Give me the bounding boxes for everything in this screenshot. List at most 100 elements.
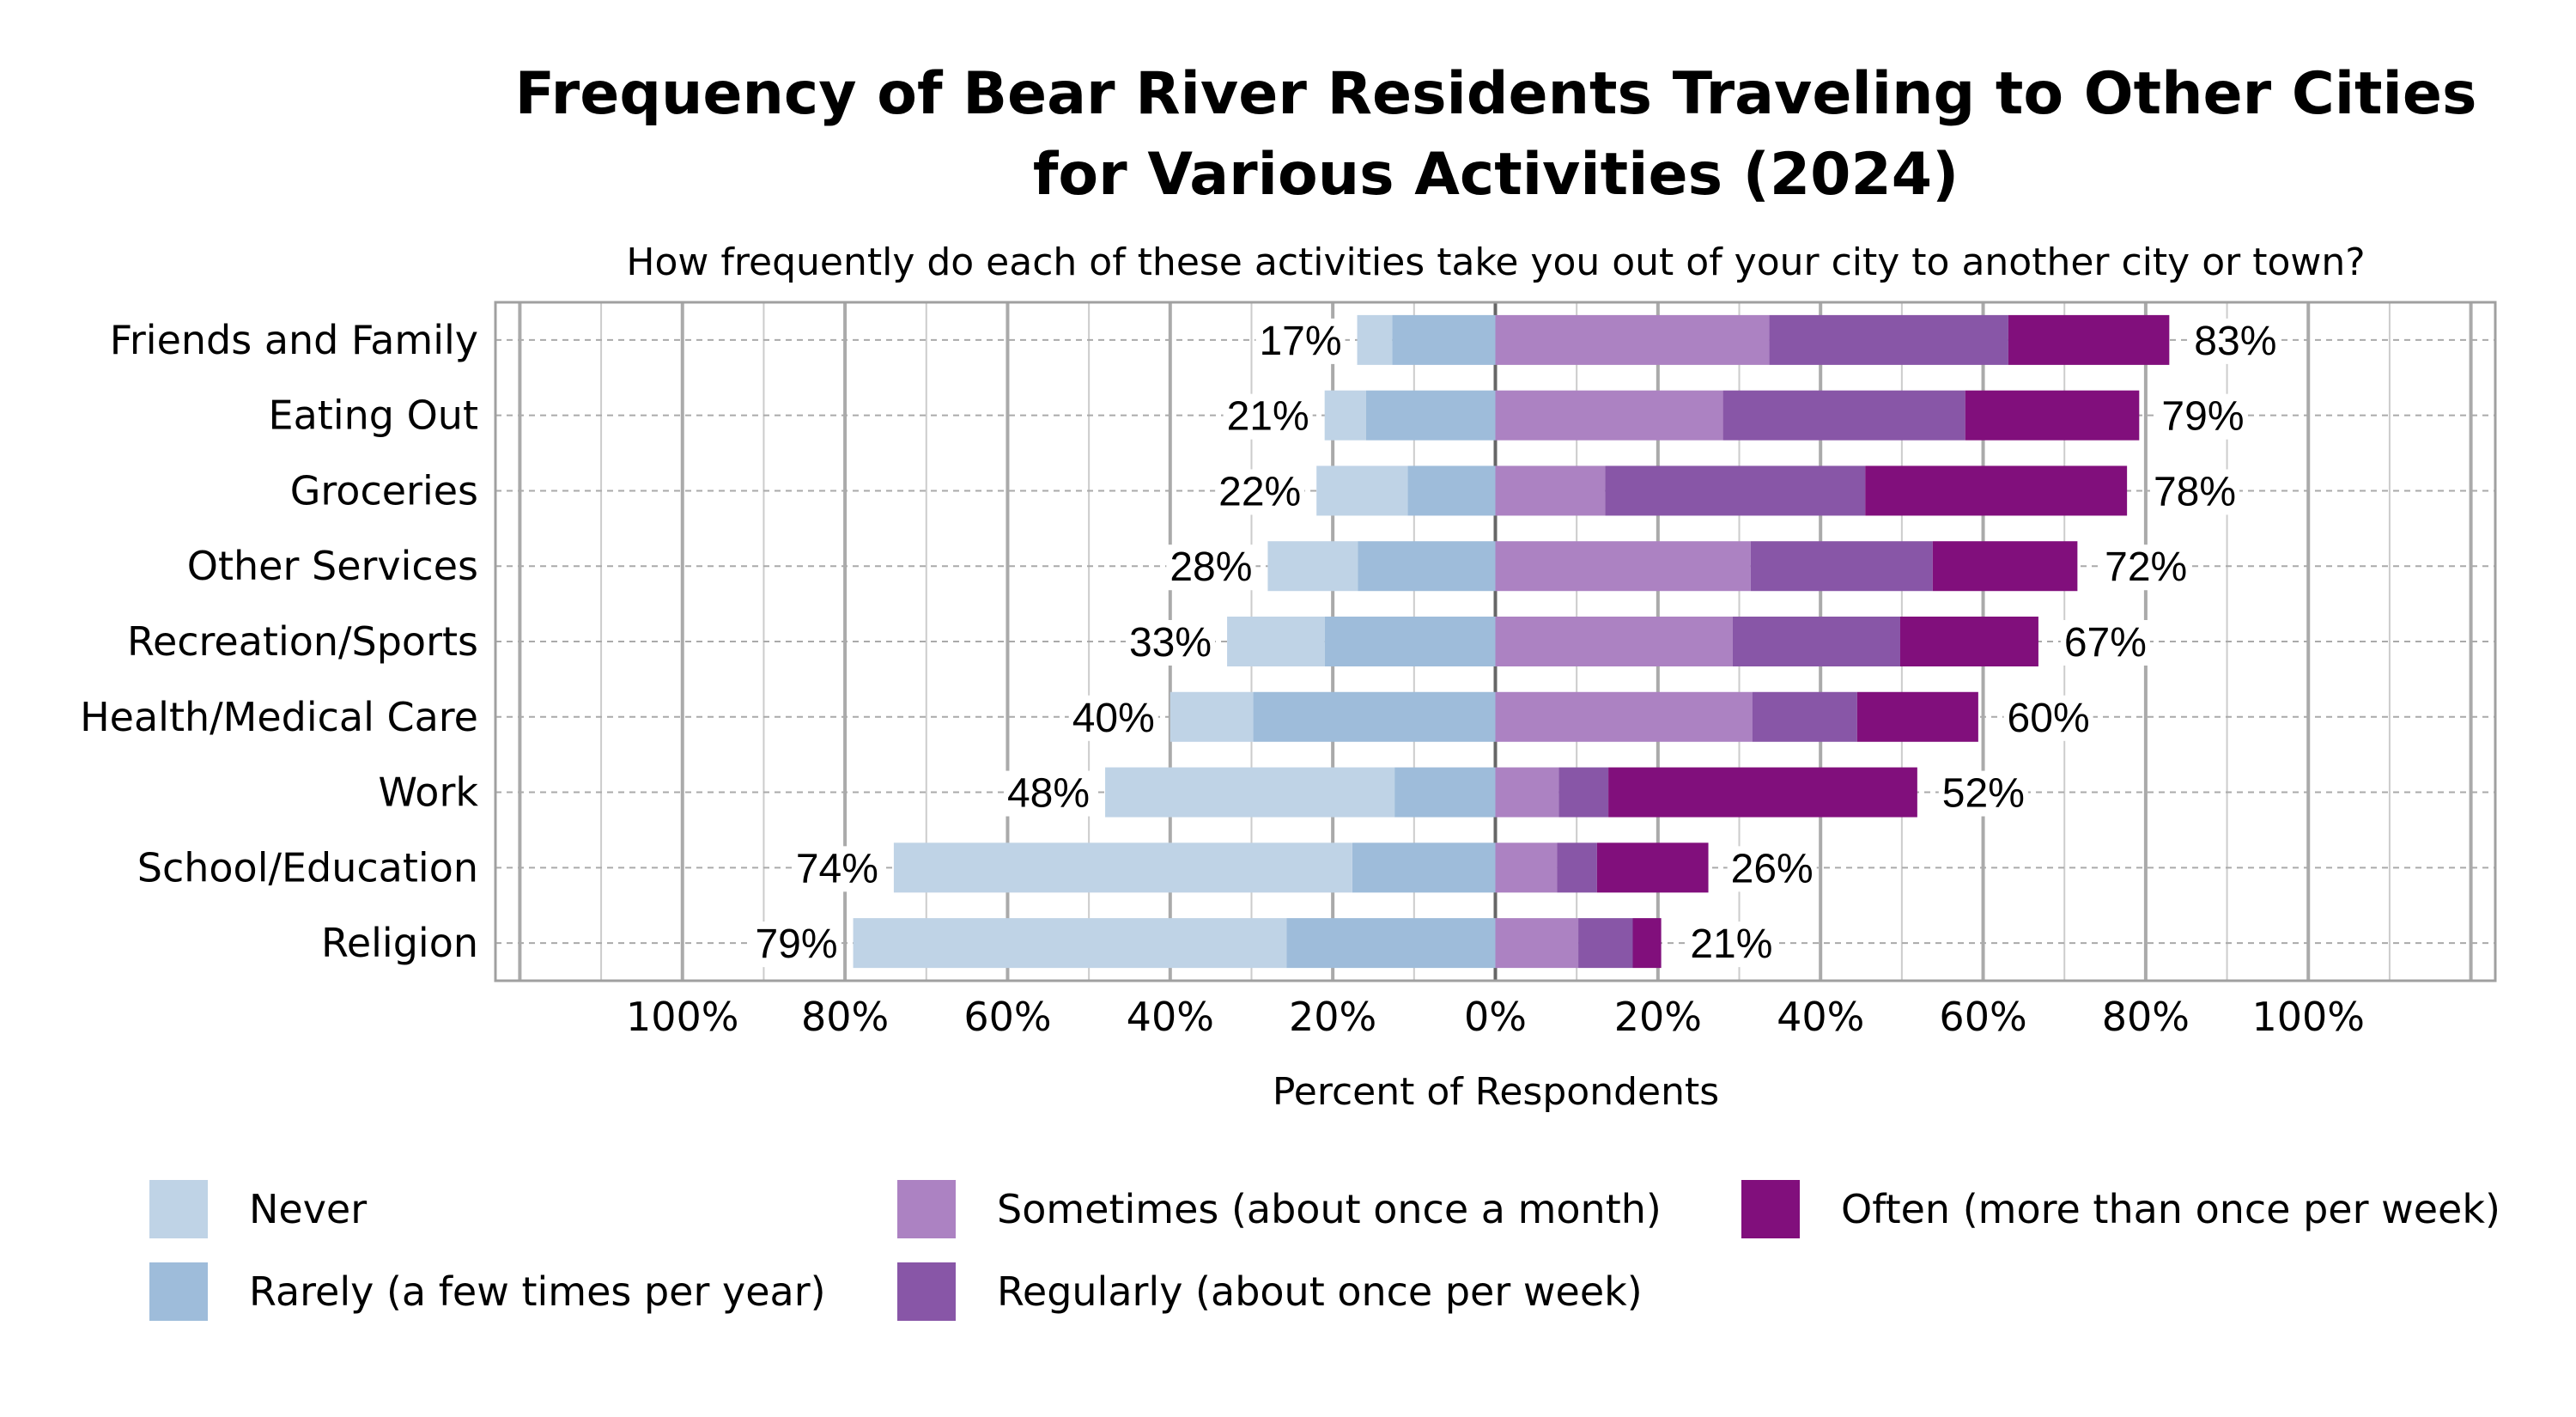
x-tick-label: 20% (1614, 994, 1702, 1040)
bar-segment-sometimes (1495, 314, 1770, 365)
chart-title-line-1: Frequency of Bear River Residents Travel… (515, 60, 2477, 128)
label-background (2060, 620, 2150, 666)
bar-segment-rarely (1286, 918, 1496, 969)
bar-segment-often (1608, 767, 1917, 818)
right-total-label: 60% (2008, 696, 2090, 741)
bar-segment-rarely (1324, 617, 1496, 666)
label-background (1727, 846, 1817, 892)
bar-segment-sometimes (1495, 918, 1579, 969)
label-background (1938, 770, 2028, 817)
x-tick-label: 40% (1127, 994, 1214, 1040)
bar-segment-rarely (1365, 390, 1496, 441)
bar-segment-regularly (1732, 617, 1900, 666)
label-background (2101, 544, 2191, 591)
bar-segment-sometimes (1495, 617, 1733, 666)
bar-segment-sometimes (1495, 541, 1751, 592)
bar-segment-regularly (1769, 314, 2008, 365)
label-background (1166, 544, 1256, 591)
category-label: Other Services (187, 543, 478, 589)
bar-segment-often (1965, 390, 2140, 441)
right-total-label: 83% (2194, 319, 2276, 364)
bar-segment-often (1932, 541, 2078, 592)
bar-segment-regularly (1605, 465, 1866, 516)
label-background (2003, 695, 2093, 741)
category-label: Work (379, 769, 479, 816)
x-tick-label: 20% (1289, 994, 1376, 1040)
bar-segment-sometimes (1495, 842, 1558, 893)
category-label: Religion (321, 920, 478, 966)
label-background (1068, 695, 1158, 741)
x-tick-label: 60% (963, 994, 1051, 1040)
label-background (1223, 393, 1313, 440)
bar-segment-regularly (1558, 767, 1609, 818)
legend-swatch (149, 1180, 208, 1238)
bar-segment-rarely (1407, 465, 1496, 516)
bar-segment-regularly (1752, 691, 1857, 742)
bar-segment-never (1316, 465, 1408, 516)
right-total-label: 72% (2105, 544, 2187, 590)
legend-swatch (149, 1262, 208, 1321)
legend-swatch (1741, 1180, 1800, 1238)
label-background (792, 846, 882, 892)
bar-segment-often (1865, 465, 2128, 516)
label-background (1003, 770, 1094, 817)
category-label: School/Education (137, 844, 478, 891)
labels: Friends and Family 17% 83% Eating Out 21% 79%… (80, 317, 2281, 968)
left-total-label: 28% (1170, 544, 1252, 590)
chart-subtitle: How frequently do each of these activiti… (626, 240, 2365, 284)
left-total-label: 79% (755, 921, 837, 967)
bar-segment-regularly (1750, 541, 1933, 592)
bar-segment-never (893, 842, 1352, 893)
bar-segment-rarely (1253, 691, 1496, 742)
bar-segment-rarely (1352, 842, 1496, 893)
label-background (751, 921, 841, 968)
category-label: Groceries (290, 467, 478, 514)
bar-segment-never (853, 918, 1287, 969)
right-total-label: 52% (1942, 771, 2025, 817)
bar-segment-rarely (1392, 314, 1496, 365)
right-total-label: 79% (2161, 394, 2244, 440)
left-total-label: 21% (1227, 394, 1309, 440)
bars (853, 314, 2170, 969)
bar-segment-sometimes (1495, 390, 1723, 441)
label-background (1125, 620, 1216, 666)
legend-label: Never (249, 1186, 367, 1232)
bar-segment-often (2008, 314, 2170, 365)
bar-segment-sometimes (1495, 691, 1753, 742)
bar-segment-often (1856, 691, 1978, 742)
x-tick-label: 100% (626, 994, 739, 1040)
right-total-label: 67% (2064, 620, 2147, 666)
category-label: Recreation/Sports (127, 618, 478, 665)
bar-segment-sometimes (1495, 465, 1606, 516)
plot-frame (494, 301, 2497, 982)
bar-segment-regularly (1557, 842, 1597, 893)
left-total-label: 17% (1259, 319, 1341, 364)
left-total-label: 48% (1007, 771, 1090, 817)
label-background (1255, 318, 1346, 364)
label-background (2158, 393, 2248, 440)
bar-segment-sometimes (1495, 767, 1559, 818)
legend-label: Often (more than once per week) (1841, 1186, 2500, 1232)
right-total-label: 78% (2154, 469, 2236, 514)
label-background (2149, 469, 2240, 515)
bar-segment-never (1227, 617, 1325, 666)
left-total-label: 22% (1218, 469, 1301, 514)
bar-segment-never (1105, 767, 1395, 818)
x-tick-label: 100% (2251, 994, 2365, 1040)
bar-segment-rarely (1394, 767, 1496, 818)
x-tick-label: 40% (1777, 994, 1864, 1040)
bar-segment-regularly (1578, 918, 1633, 969)
bar-segment-never (1267, 541, 1358, 592)
x-tick-label: 0% (1464, 994, 1527, 1040)
legend-label: Sometimes (about once a month) (997, 1186, 1662, 1232)
legend: Never Rarely (a few times per year) Someti… (149, 1180, 2500, 1321)
left-total-label: 33% (1129, 620, 1212, 666)
category-label: Eating Out (269, 392, 478, 439)
legend-label: Rarely (a few times per year) (249, 1268, 826, 1315)
left-total-label: 74% (796, 846, 878, 891)
bar-segment-often (1596, 842, 1709, 893)
label-background (1686, 921, 1777, 968)
x-axis-label: Percent of Respondents (1273, 1070, 1719, 1114)
legend-label: Regularly (about once per week) (997, 1268, 1643, 1315)
